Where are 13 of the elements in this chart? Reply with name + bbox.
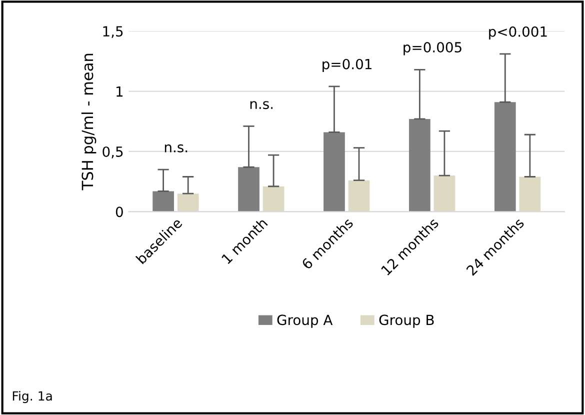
y-tick-label: 1,5 — [103, 26, 123, 38]
legend-label: Group B — [379, 314, 434, 328]
annotation: p=0.01 — [322, 58, 372, 72]
y-axis-title: TSH pg/ml - mean — [81, 54, 96, 190]
y-tick-label: 0,5 — [102, 146, 123, 158]
annotation: n.s. — [164, 144, 188, 152]
annotation: p=0.005 — [404, 42, 462, 56]
y-tick-label: 1 — [116, 86, 123, 97]
annotation: n.s. — [250, 101, 273, 110]
legend-label: Group A — [277, 314, 333, 328]
caption: Fig. 1a — [12, 390, 52, 404]
annotation: p<0.001 — [489, 26, 547, 40]
y-tick-label: 0 — [116, 206, 123, 218]
